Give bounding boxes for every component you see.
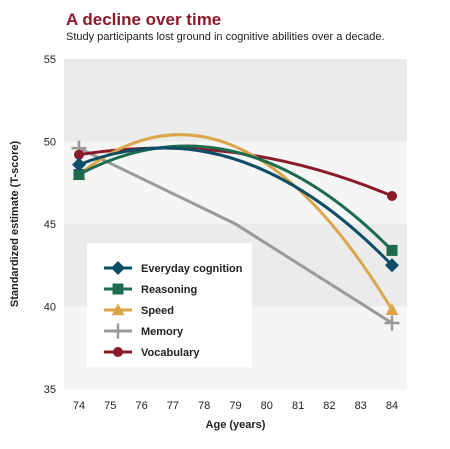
y-tick-label: 35: [44, 384, 56, 396]
legend-marker: [111, 261, 125, 275]
data-point: [384, 315, 400, 331]
x-tick-label: 77: [167, 400, 179, 412]
series-reasoning: [73, 144, 398, 256]
data-point: [385, 258, 399, 273]
x-axis-label: Age (years): [206, 419, 266, 431]
legend-item: Memory: [104, 323, 184, 339]
chart-subtitle: Study participants lost ground in cognit…: [66, 31, 385, 43]
x-tick-label: 79: [229, 400, 241, 412]
grid-band: [64, 59, 407, 142]
legend-box: [87, 243, 252, 367]
y-tick-labels: 35 40 45 50 55: [44, 54, 56, 396]
legend-label: Everyday cognition: [141, 263, 243, 275]
legend-item: Vocabulary: [104, 347, 200, 359]
series-line: [77, 133, 394, 312]
data-point: [72, 157, 86, 172]
x-tick-labels: 74 75 76 77 78 79 80 81 82 83 84: [73, 400, 398, 412]
chart-title: A decline over time: [66, 10, 222, 29]
legend-marker: [113, 347, 123, 357]
x-tick-label: 81: [292, 400, 304, 412]
x-tick-label: 83: [355, 400, 367, 412]
x-tick-label: 74: [73, 400, 85, 412]
series-lines: [71, 133, 400, 331]
x-tick-label: 76: [135, 400, 147, 412]
data-point: [73, 169, 85, 180]
data-point: [387, 190, 397, 201]
data-point: [385, 303, 399, 315]
x-tick-label: 84: [386, 400, 398, 412]
y-axis-label: Standardized estimate (T-score): [9, 141, 21, 308]
legend-label: Reasoning: [141, 284, 197, 296]
series-line: [77, 146, 394, 325]
y-tick-label: 50: [44, 137, 56, 149]
y-tick-label: 45: [44, 219, 56, 231]
legend-marker: [111, 303, 125, 316]
series-line: [77, 144, 394, 252]
data-point: [74, 149, 84, 160]
x-tick-label: 78: [198, 400, 210, 412]
legend-label: Speed: [141, 305, 174, 317]
legend-item: Speed: [104, 303, 174, 317]
y-tick-label: 40: [44, 302, 56, 314]
legend-label: Memory: [141, 326, 184, 338]
x-tick-label: 82: [323, 400, 335, 412]
legend: Everyday cognition Reasoning Speed Memory Vo…: [87, 243, 252, 367]
y-tick-label: 55: [44, 54, 56, 66]
legend-label: Vocabulary: [141, 347, 200, 359]
legend-item: Everyday cognition: [104, 261, 243, 275]
x-tick-label: 80: [261, 400, 273, 412]
legend-item: Reasoning: [104, 283, 197, 296]
legend-marker: [112, 283, 124, 295]
legend-marker: [110, 323, 126, 339]
x-tick-label: 75: [104, 400, 116, 412]
series-everyday-cognition: [72, 146, 399, 273]
series-line: [77, 146, 394, 267]
data-point: [386, 244, 398, 256]
